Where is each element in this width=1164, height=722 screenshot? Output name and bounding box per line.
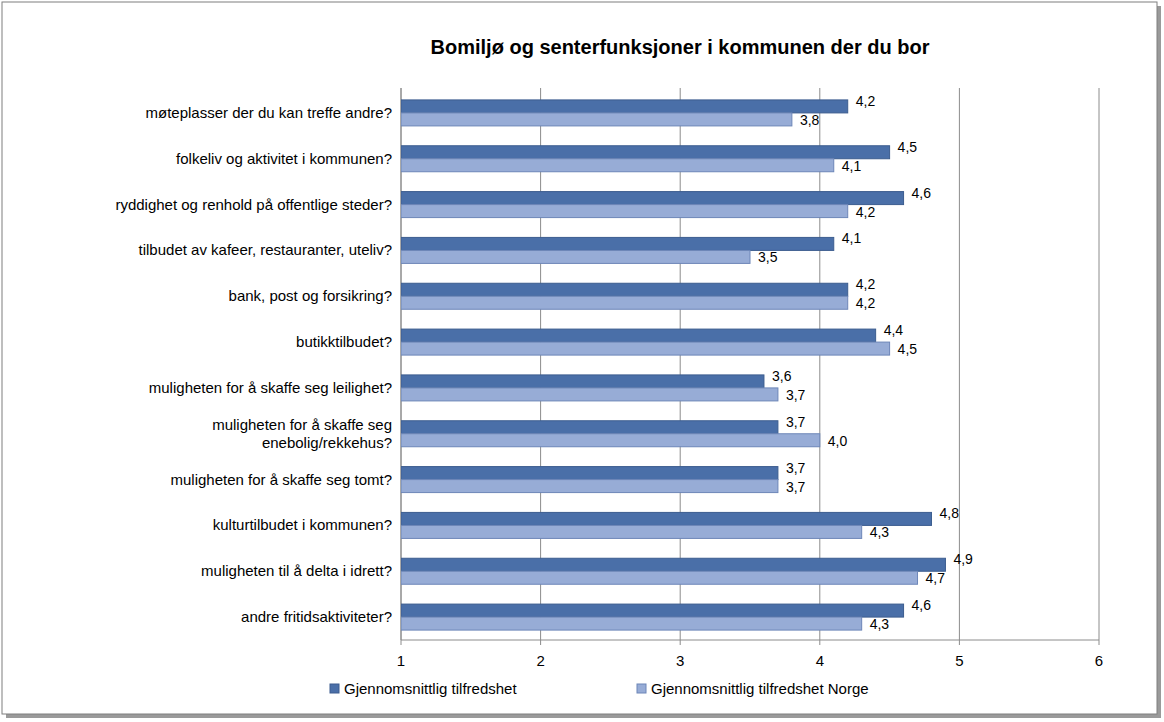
tick-mark bbox=[540, 640, 541, 645]
tick-label: 1 bbox=[397, 652, 405, 669]
x-axis-line bbox=[401, 640, 1099, 641]
bar bbox=[401, 329, 876, 342]
tick-label: 3 bbox=[676, 652, 684, 669]
bar bbox=[401, 571, 918, 584]
data-label: 3,7 bbox=[786, 479, 806, 495]
frame bbox=[2, 2, 1157, 714]
bar bbox=[401, 159, 834, 172]
labels: møteplasser der du kan treffe andre? 4,2 3… bbox=[115, 93, 973, 632]
data-label: 4,2 bbox=[856, 276, 876, 292]
tick-label: 5 bbox=[955, 652, 963, 669]
category-label-line: andre fritidsaktiviteter? bbox=[241, 608, 392, 625]
bar bbox=[401, 434, 820, 447]
category-label: muligheten til å delta i idrett? bbox=[201, 562, 392, 579]
page: {"chart_data":{ "type":"bar", "orientati… bbox=[0, 0, 1164, 722]
category-label-line: bank, post og forsikring? bbox=[229, 287, 392, 304]
bar bbox=[401, 113, 792, 126]
bar bbox=[401, 558, 945, 571]
data-label: 4,3 bbox=[870, 524, 890, 540]
data-label: 4,6 bbox=[912, 597, 932, 613]
category-label-line: butikktilbudet? bbox=[296, 333, 392, 350]
bar bbox=[401, 250, 750, 263]
category-label: muligheten for å skaffe segenebolig/rekk… bbox=[212, 416, 392, 451]
bar bbox=[401, 512, 931, 525]
tick-label: 4 bbox=[816, 652, 824, 669]
category-label-line: enebolig/rekkehus? bbox=[262, 434, 392, 451]
category-label: ryddighet og renhold på offentlige stede… bbox=[115, 196, 392, 213]
tick-label: 6 bbox=[1095, 652, 1103, 669]
data-label: 4,5 bbox=[898, 139, 918, 155]
legend-label: Gjennomsnittlig tilfredshet Norge bbox=[651, 680, 869, 697]
chart: Bomiljø og senterfunksjoner i kommunen d… bbox=[0, 0, 1164, 722]
data-label: 3,7 bbox=[786, 387, 806, 403]
category-label-line: kulturtilbudet i kommunen? bbox=[213, 516, 392, 533]
data-label: 4,0 bbox=[828, 433, 848, 449]
data-label: 3,5 bbox=[758, 249, 778, 265]
bar bbox=[401, 467, 778, 480]
bars bbox=[401, 100, 945, 630]
category-label-line: muligheten for å skaffe seg leilighet? bbox=[149, 379, 392, 396]
category-label-line: muligheten til å delta i idrett? bbox=[201, 562, 392, 579]
data-label: 4,5 bbox=[898, 341, 918, 357]
legend-label: Gjennomsnittlig tilfredshet bbox=[344, 680, 517, 697]
data-label: 4,1 bbox=[842, 230, 862, 246]
tick-mark bbox=[1099, 640, 1100, 645]
bar bbox=[401, 480, 778, 493]
data-label: 4,4 bbox=[884, 322, 904, 338]
data-label: 4,7 bbox=[926, 570, 946, 586]
bar bbox=[401, 604, 904, 617]
category-label: butikktilbudet? bbox=[296, 333, 392, 350]
bar bbox=[401, 617, 862, 630]
category-label-line: muligheten for å skaffe seg tomt? bbox=[170, 471, 392, 488]
data-label: 3,7 bbox=[786, 460, 806, 476]
category-label: tilbudet av kafeer, restauranter, uteliv… bbox=[139, 241, 392, 258]
bar bbox=[401, 375, 764, 388]
tick-mark bbox=[680, 640, 681, 645]
data-label: 4,9 bbox=[953, 551, 973, 567]
bar bbox=[401, 342, 890, 355]
category-label-line: muligheten for å skaffe seg bbox=[212, 416, 392, 433]
bar bbox=[401, 296, 848, 309]
bar bbox=[401, 100, 848, 113]
data-label: 3,6 bbox=[772, 368, 792, 384]
tick-mark bbox=[959, 640, 960, 645]
data-label: 4,3 bbox=[870, 616, 890, 632]
title: Bomiljø og senterfunksjoner i kommunen d… bbox=[431, 36, 930, 58]
category-label: andre fritidsaktiviteter? bbox=[241, 608, 392, 625]
data-label: 4,2 bbox=[856, 295, 876, 311]
category-label-line: møteplasser der du kan treffe andre? bbox=[145, 104, 392, 121]
category-label: kulturtilbudet i kommunen? bbox=[213, 516, 392, 533]
bar bbox=[401, 192, 904, 205]
data-label: 3,7 bbox=[786, 414, 806, 430]
bar bbox=[401, 525, 862, 538]
category-label: muligheten for å skaffe seg tomt? bbox=[170, 471, 392, 488]
tick-mark bbox=[401, 640, 402, 645]
category-label: bank, post og forsikring? bbox=[229, 287, 392, 304]
category-label: muligheten for å skaffe seg leilighet? bbox=[149, 379, 392, 396]
bar bbox=[401, 388, 778, 401]
category-label-line: tilbudet av kafeer, restauranter, uteliv… bbox=[139, 241, 392, 258]
data-label: 3,8 bbox=[800, 112, 820, 128]
legend-swatch bbox=[330, 684, 339, 693]
data-label: 4,1 bbox=[842, 158, 862, 174]
tick-mark bbox=[819, 640, 820, 645]
data-label: 4,2 bbox=[856, 204, 876, 220]
bar bbox=[401, 205, 848, 218]
bar bbox=[401, 146, 890, 159]
data-label: 4,6 bbox=[912, 185, 932, 201]
bar bbox=[401, 283, 848, 296]
data-label: 4,2 bbox=[856, 93, 876, 109]
tick-label: 2 bbox=[536, 652, 544, 669]
category-label: folkeliv og aktivitet i kommunen? bbox=[176, 150, 392, 167]
legend-swatch bbox=[637, 684, 646, 693]
grid-line bbox=[1099, 88, 1100, 640]
category-label-line: folkeliv og aktivitet i kommunen? bbox=[176, 150, 392, 167]
category-label: møteplasser der du kan treffe andre? bbox=[145, 104, 392, 121]
bar bbox=[401, 421, 778, 434]
category-label-line: ryddighet og renhold på offentlige stede… bbox=[115, 196, 392, 213]
data-label: 4,8 bbox=[939, 505, 959, 521]
